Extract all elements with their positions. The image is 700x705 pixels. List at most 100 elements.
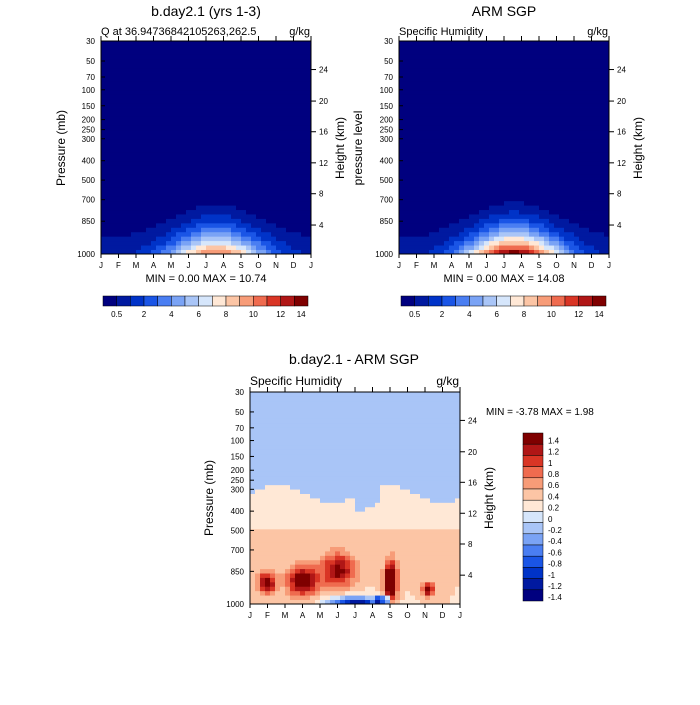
field-cell <box>469 90 474 95</box>
field-cell <box>554 112 559 117</box>
field-cell <box>300 396 305 401</box>
field-cell <box>414 196 419 201</box>
field-cell <box>529 214 534 219</box>
field-cell <box>255 410 260 415</box>
field-cell <box>241 196 246 201</box>
field-cell <box>196 205 201 210</box>
field-cell <box>231 214 236 219</box>
field-cell <box>414 59 419 64</box>
field-cell <box>181 196 186 201</box>
field-cell <box>569 63 574 68</box>
field-cell <box>280 427 285 432</box>
field-cell <box>286 116 291 121</box>
field-cell <box>251 219 256 224</box>
field-cell <box>176 130 181 135</box>
field-cell <box>106 139 111 144</box>
field-cell <box>270 480 275 485</box>
field-cell <box>514 192 519 197</box>
field-cell <box>419 241 424 246</box>
field-cell <box>469 156 474 161</box>
field-cell <box>459 241 464 246</box>
field-cell <box>519 183 524 188</box>
field-cell <box>266 112 271 117</box>
field-cell <box>276 68 281 73</box>
field-cell <box>564 241 569 246</box>
field-cell <box>459 108 464 113</box>
field-cell <box>305 560 310 565</box>
field-cell <box>166 152 171 157</box>
field-cell <box>514 63 519 68</box>
field-cell <box>454 223 459 228</box>
field-cell <box>280 529 285 534</box>
colorbar-swatch <box>579 296 593 306</box>
field-cell <box>589 103 594 108</box>
field-cell <box>101 161 106 166</box>
field-cell <box>549 68 554 73</box>
field-cell <box>286 165 291 170</box>
field-cell <box>599 108 604 113</box>
field-cell <box>579 112 584 117</box>
field-cell <box>280 449 285 454</box>
field-cell <box>281 85 286 90</box>
field-cell <box>246 139 251 144</box>
field-cell <box>270 476 275 481</box>
field-cell <box>524 108 529 113</box>
field-cell <box>255 586 260 591</box>
field-cell <box>305 441 310 446</box>
field-cell <box>141 116 146 121</box>
pressure-tick-label: 700 <box>380 196 394 205</box>
field-cell <box>414 161 419 166</box>
field-cell <box>261 54 266 59</box>
field-cell <box>126 201 131 206</box>
field-cell <box>479 134 484 139</box>
field-cell <box>404 45 409 50</box>
field-cell <box>559 63 564 68</box>
field-cell <box>221 156 226 161</box>
field-cell <box>295 533 300 538</box>
colorbar-swatch <box>592 296 606 306</box>
field-cell <box>589 170 594 175</box>
field-cell <box>290 463 295 468</box>
field-cell <box>181 170 186 175</box>
field-cell <box>251 148 256 153</box>
field-cell <box>241 59 246 64</box>
field-cell <box>310 494 315 499</box>
field-cell <box>171 81 176 86</box>
field-cell <box>106 219 111 224</box>
field-cell <box>444 63 449 68</box>
field-cell <box>171 196 176 201</box>
field-cell <box>101 99 106 104</box>
field-cell <box>295 423 300 428</box>
field-cell <box>151 183 156 188</box>
field-cell <box>151 245 156 250</box>
field-cell <box>504 139 509 144</box>
field-cell <box>131 112 136 117</box>
field-cell <box>494 192 499 197</box>
field-cell <box>290 533 295 538</box>
field-cell <box>554 85 559 90</box>
field-cell <box>524 210 529 215</box>
field-cell <box>191 59 196 64</box>
field-cell <box>266 179 271 184</box>
field-cell <box>399 165 404 170</box>
field-cell <box>574 214 579 219</box>
field-cell <box>216 232 221 237</box>
field-cell <box>424 170 429 175</box>
field-cell <box>429 54 434 59</box>
field-cell <box>499 241 504 246</box>
field-cell <box>429 156 434 161</box>
field-cell <box>599 130 604 135</box>
field-cell <box>414 108 419 113</box>
field-cell <box>489 214 494 219</box>
field-cell <box>255 489 260 494</box>
field-cell <box>250 564 255 569</box>
field-cell <box>181 183 186 188</box>
field-cell <box>191 134 196 139</box>
field-cell <box>236 68 241 73</box>
field-cell <box>246 103 251 108</box>
field-cell <box>594 63 599 68</box>
field-cell <box>449 41 454 46</box>
field-cell <box>256 103 261 108</box>
field-cell <box>479 112 484 117</box>
field-cell <box>281 59 286 64</box>
